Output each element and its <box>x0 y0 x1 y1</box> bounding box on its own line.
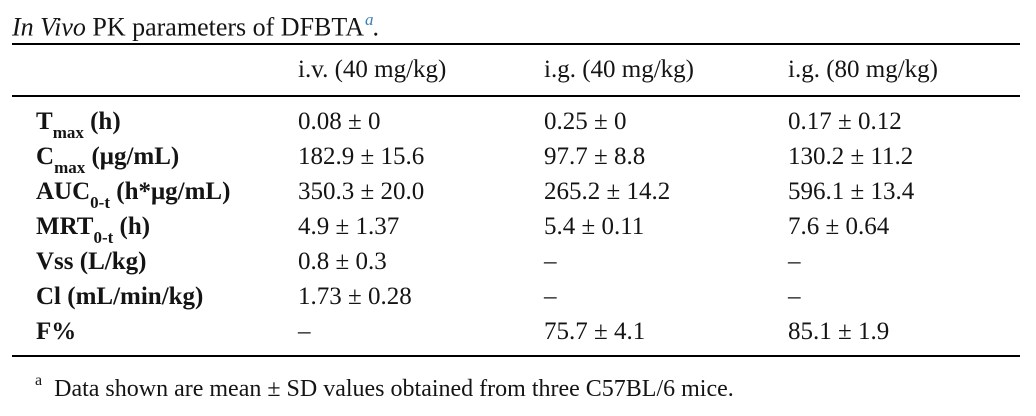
caption-period: . <box>372 12 379 42</box>
table-row-f-percent: F% – 75.7 ± 4.1 85.1 ± 1.9 <box>12 314 1020 356</box>
cell-value: 130.2 ± 11.2 <box>788 143 914 170</box>
row-label: MRT0-t (h) <box>36 213 151 247</box>
header-ig-40: i.g. (40 mg/kg) <box>544 44 788 97</box>
cell-value: – <box>788 248 801 275</box>
cell-value: 350.3 ± 20.0 <box>298 178 425 205</box>
cell-value: 4.9 ± 1.37 <box>298 213 400 240</box>
cell-value: – <box>544 248 557 275</box>
table-row-cmax: Cmax (μg/mL) 182.9 ± 15.6 97.7 ± 8.8 130… <box>12 139 1020 177</box>
cell-value: 0.17 ± 0.12 <box>788 108 902 135</box>
cell-value: 7.6 ± 0.64 <box>788 213 890 240</box>
table-row-cl: Cl (mL/min/kg) 1.73 ± 0.28 – – <box>12 279 1020 314</box>
caption-footnote-marker[interactable]: a <box>364 10 374 29</box>
table-row-mrt: MRT0-t (h) 4.9 ± 1.37 5.4 ± 0.11 7.6 ± 0… <box>12 209 1020 247</box>
cell-value: – <box>544 283 557 310</box>
cell-value: – <box>788 283 801 310</box>
table-caption: In Vivo PK parameters of DFBTAa. <box>10 2 1020 43</box>
row-label: AUC0-t (h*μg/mL) <box>36 178 231 212</box>
pk-parameters-table: i.v. (40 mg/kg) i.g. (40 mg/kg) i.g. (80… <box>12 43 1020 357</box>
table-footnote: a Data shown are mean ± SD values obtaine… <box>10 368 1020 404</box>
header-iv-40: i.v. (40 mg/kg) <box>298 44 544 97</box>
cell-value: 1.73 ± 0.28 <box>298 283 412 310</box>
cell-value: 97.7 ± 8.8 <box>544 143 646 170</box>
cell-value: – <box>298 318 311 345</box>
cell-value: 182.9 ± 15.6 <box>298 143 425 170</box>
caption-text: PK parameters of DFBTA <box>85 12 364 42</box>
cell-value: 75.7 ± 4.1 <box>544 318 646 345</box>
cell-value: 265.2 ± 14.2 <box>544 178 671 205</box>
cell-value: 0.8 ± 0.3 <box>298 248 387 275</box>
cell-value: 85.1 ± 1.9 <box>788 318 890 345</box>
row-label: Cmax (μg/mL) <box>36 143 180 177</box>
row-label: F% <box>36 318 77 345</box>
cell-value: 596.1 ± 13.4 <box>788 178 915 205</box>
header-row: i.v. (40 mg/kg) i.g. (40 mg/kg) i.g. (80… <box>12 44 1020 97</box>
footnote-text: Data shown are mean ± SD values obtained… <box>54 376 734 402</box>
footnote-marker: a <box>35 372 43 389</box>
caption-italic-lead: In Vivo <box>12 12 86 42</box>
row-label: Tmax (h) <box>36 108 121 142</box>
cell-value: 5.4 ± 0.11 <box>544 213 645 240</box>
cell-value: 0.25 ± 0 <box>544 108 627 135</box>
header-empty-cell <box>12 44 298 97</box>
row-label: Cl (mL/min/kg) <box>36 283 204 310</box>
cell-value: 0.08 ± 0 <box>298 108 381 135</box>
table-row-vss: Vss (L/kg) 0.8 ± 0.3 – – <box>12 244 1020 279</box>
table-row-auc: AUC0-t (h*μg/mL) 350.3 ± 20.0 265.2 ± 14… <box>12 174 1020 212</box>
table-row-tmax: Tmax (h) 0.08 ± 0 0.25 ± 0 0.17 ± 0.12 <box>12 96 1020 142</box>
header-ig-80: i.g. (80 mg/kg) <box>788 44 1020 97</box>
row-label: Vss (L/kg) <box>36 248 147 275</box>
